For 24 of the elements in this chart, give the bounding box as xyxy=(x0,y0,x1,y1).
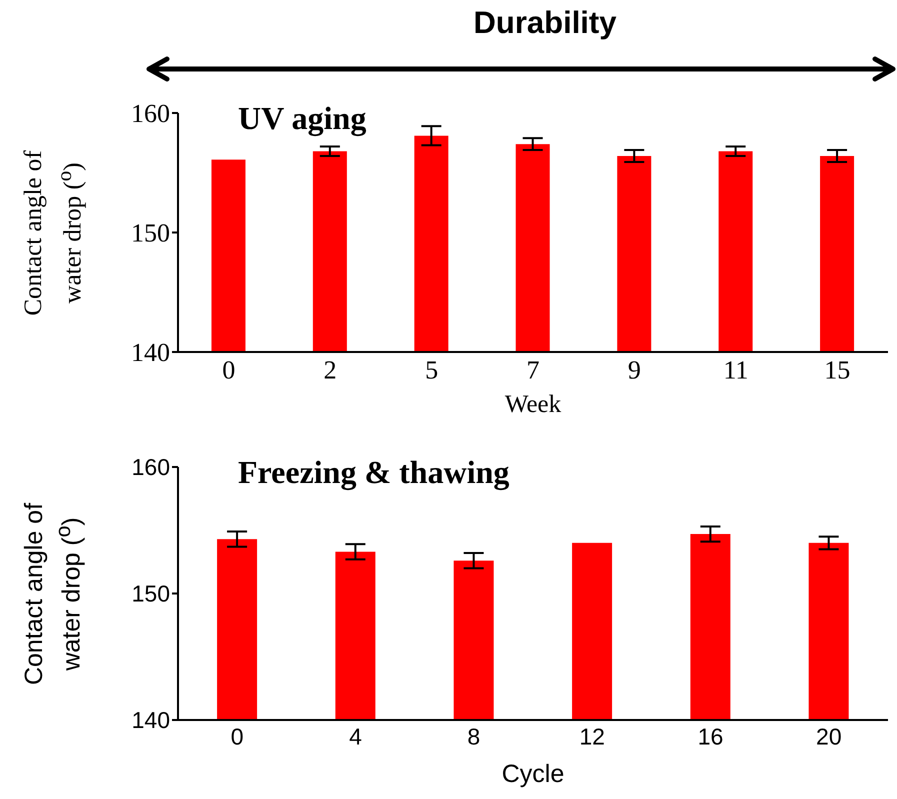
y-tick-label: 150 xyxy=(131,218,170,248)
x-tick-label: 7 xyxy=(526,355,540,384)
x-tick-label: 20 xyxy=(816,723,842,750)
x-axis-title: Cycle xyxy=(502,760,564,788)
y-tick-label: 140 xyxy=(131,338,170,368)
x-tick-label: 4 xyxy=(349,723,362,750)
chart-title: UV aging xyxy=(238,100,366,137)
x-tick-label: 9 xyxy=(628,355,641,384)
y-tick-label: 140 xyxy=(132,707,170,734)
text: Durability xyxy=(472,5,618,41)
x-tick-label: 0 xyxy=(230,723,244,750)
x-tick-label: 8 xyxy=(467,723,480,750)
y-tick-label: 160 xyxy=(132,454,170,480)
y-tick-label: 160 xyxy=(131,99,170,128)
x-tick-label: 2 xyxy=(324,355,337,384)
x-tick-label: 11 xyxy=(723,355,748,384)
y-tick-label: 150 xyxy=(132,580,170,607)
x-tick-label: 15 xyxy=(824,355,850,384)
x-tick-label: 16 xyxy=(698,723,724,750)
x-axis-title: Week xyxy=(504,391,562,418)
x-tick-label: 5 xyxy=(425,355,438,384)
x-tick-label: 0 xyxy=(222,355,236,384)
x-tick-label: 12 xyxy=(579,723,605,750)
chart-title: Freezing & thawing xyxy=(238,454,510,491)
